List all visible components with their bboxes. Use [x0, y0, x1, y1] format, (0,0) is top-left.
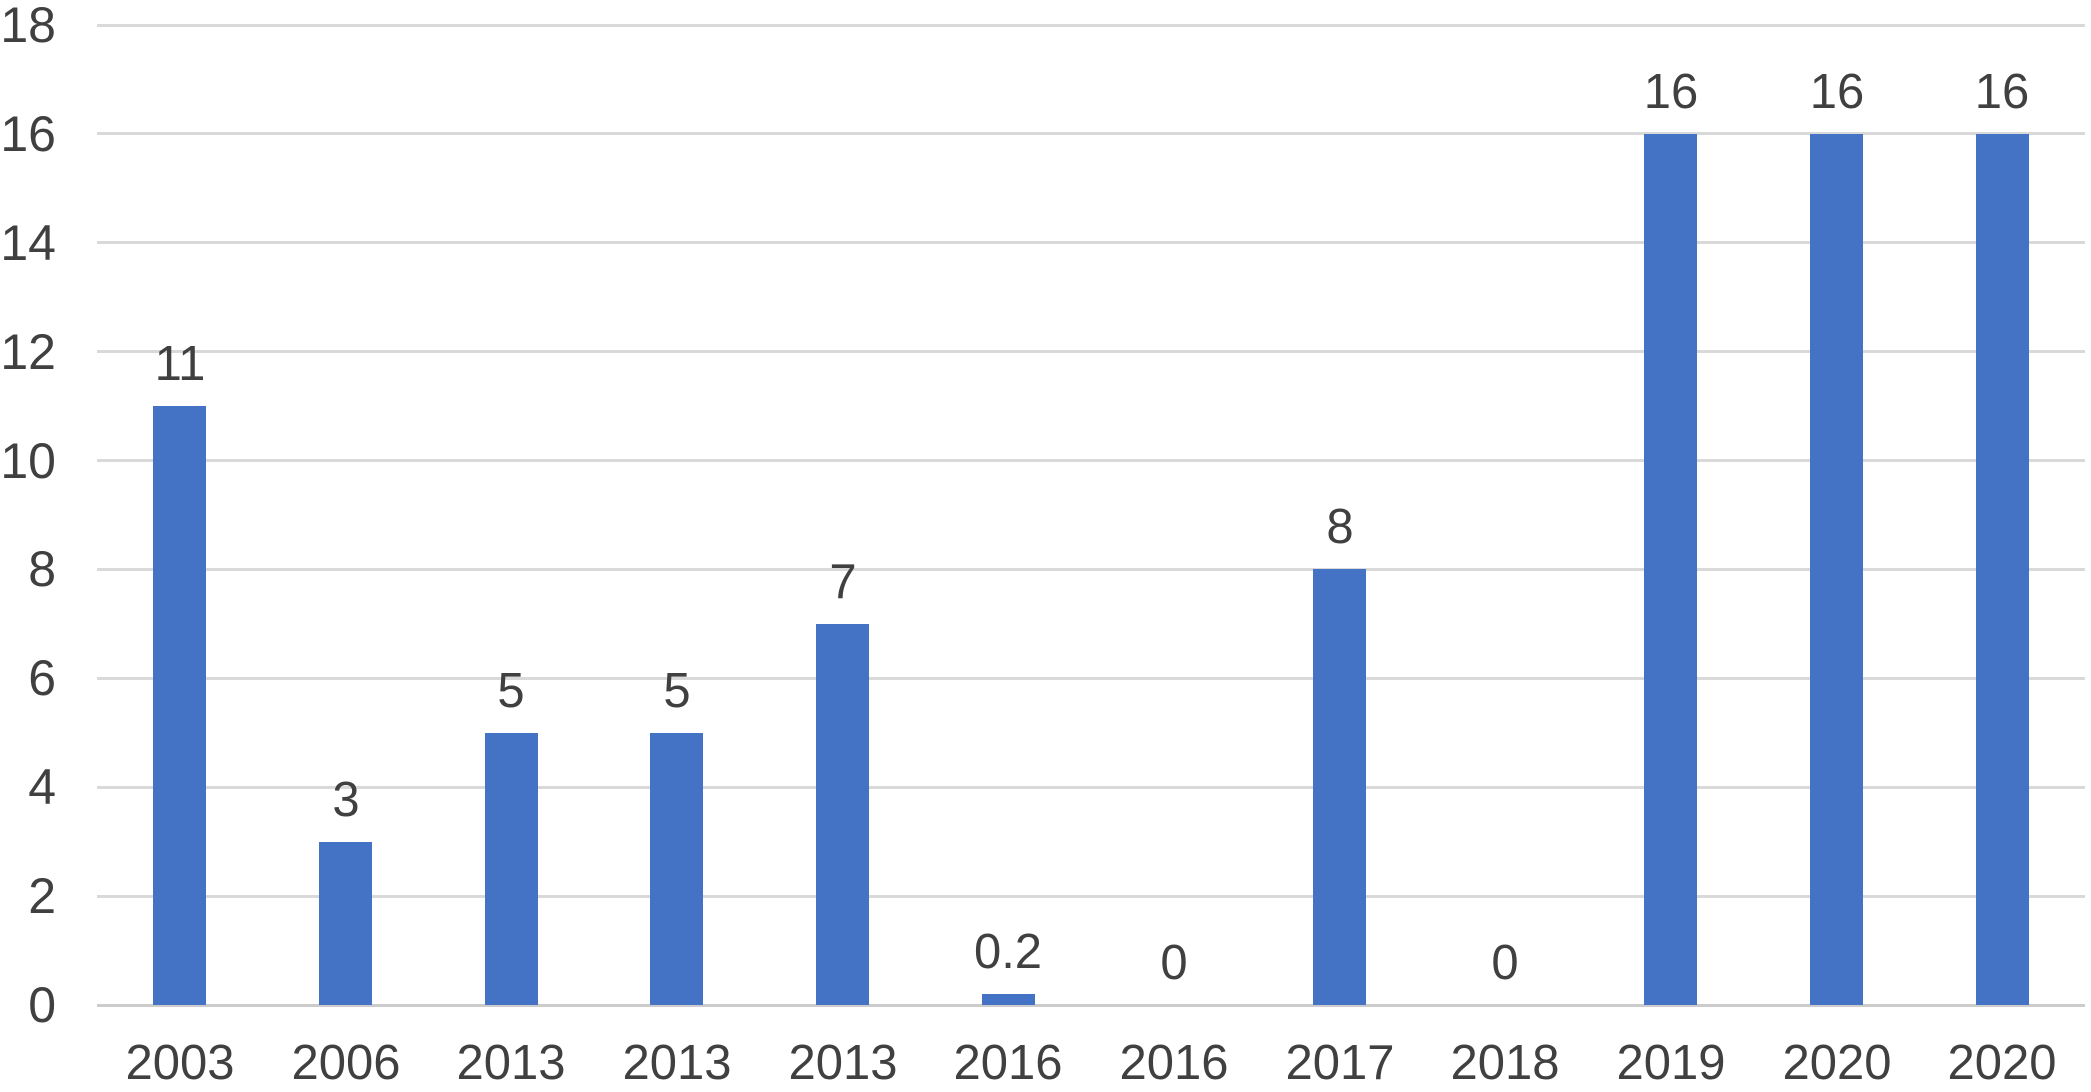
- data-label: 5: [663, 664, 691, 718]
- data-label: 5: [497, 664, 525, 718]
- bar-2020-10: [1810, 134, 1863, 1005]
- x-axis-category-label: 2006: [291, 1036, 401, 1090]
- bar-2020-11: [1976, 134, 2029, 1005]
- x-axis-category-label: 2019: [1616, 1036, 1726, 1090]
- bar-2013-3: [650, 733, 703, 1005]
- gridline: [97, 568, 2085, 571]
- gridline: [97, 677, 2085, 680]
- gridline: [97, 24, 2085, 27]
- data-label: 0: [1491, 936, 1519, 990]
- data-label: 0: [1160, 936, 1188, 990]
- x-axis-category-label: 2016: [953, 1036, 1063, 1090]
- data-label: 11: [154, 337, 206, 391]
- gridline: [97, 459, 2085, 462]
- y-axis-tick-label: 10: [0, 433, 56, 489]
- bar-2016-5: [982, 994, 1035, 1005]
- data-label: 3: [332, 773, 360, 827]
- x-axis-category-label: 2020: [1782, 1036, 1892, 1090]
- gridline: [97, 241, 2085, 244]
- x-axis-category-label: 2013: [456, 1036, 566, 1090]
- y-axis-tick-label: 16: [0, 106, 56, 162]
- bar-2006-1: [319, 842, 372, 1005]
- gridline: [97, 350, 2085, 353]
- bar-2019-9: [1644, 134, 1697, 1005]
- gridline: [97, 895, 2085, 898]
- bar-2013-4: [816, 624, 869, 1005]
- y-axis-tick-label: 4: [28, 759, 56, 815]
- data-label: 16: [1809, 65, 1865, 119]
- data-label: 16: [1643, 65, 1699, 119]
- x-axis-category-label: 2017: [1285, 1036, 1395, 1090]
- x-axis-category-label: 2016: [1119, 1036, 1229, 1090]
- x-axis-category-label: 2013: [788, 1036, 898, 1090]
- x-axis-category-label: 2018: [1450, 1036, 1560, 1090]
- y-axis-tick-label: 14: [0, 215, 56, 271]
- y-axis-tick-label: 8: [28, 541, 56, 597]
- gridline: [97, 132, 2085, 135]
- x-axis-category-label: 2020: [1947, 1036, 2057, 1090]
- y-axis-tick-label: 2: [28, 868, 56, 924]
- x-axis-line: [97, 1004, 2085, 1007]
- y-axis-tick-label: 6: [28, 650, 56, 706]
- bar-2013-2: [485, 733, 538, 1005]
- data-label: 8: [1326, 500, 1354, 554]
- x-axis-category-label: 2013: [622, 1036, 732, 1090]
- data-label: 7: [829, 555, 857, 609]
- x-axis-category-label: 2003: [125, 1036, 235, 1090]
- y-axis-tick-label: 18: [0, 0, 56, 53]
- bar-2003-0: [153, 406, 206, 1005]
- y-axis-tick-label: 12: [0, 324, 56, 380]
- gridline: [97, 786, 2085, 789]
- bar-2017-7: [1313, 569, 1366, 1005]
- data-label: 0.2: [973, 925, 1043, 979]
- y-axis-tick-label: 0: [28, 977, 56, 1033]
- data-label: 16: [1974, 65, 2030, 119]
